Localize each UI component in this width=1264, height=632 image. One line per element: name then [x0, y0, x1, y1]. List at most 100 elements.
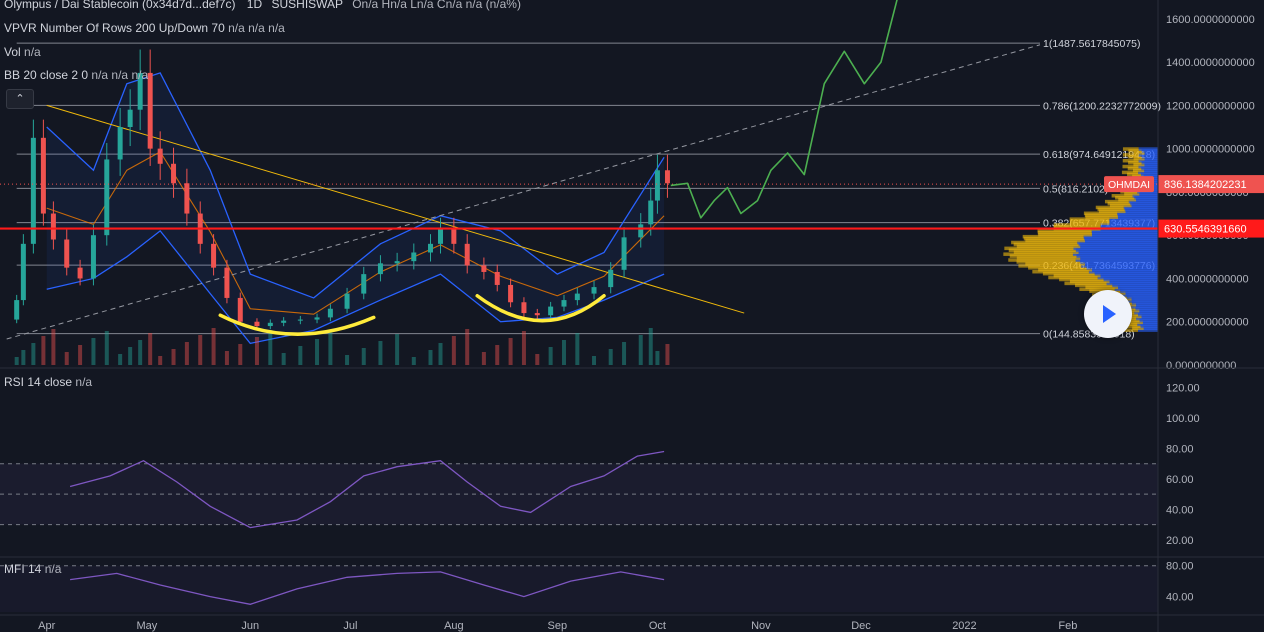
volume-bar	[561, 340, 566, 365]
volume-profile-bar	[1100, 223, 1158, 227]
volume-profile-bar	[1130, 201, 1158, 206]
volume-bar	[508, 338, 513, 365]
mfi-legend[interactable]: MFI 14 n/a	[4, 562, 61, 576]
candle-body	[281, 320, 287, 323]
volume-profile-bar	[1042, 271, 1095, 276]
volume-profile-bar	[1139, 192, 1158, 196]
collapse-legend-button[interactable]: ⌃	[6, 89, 34, 109]
volume-bar	[31, 343, 36, 365]
candle-body	[654, 170, 660, 201]
volume-profile-bar	[1078, 242, 1158, 247]
candle-body	[77, 267, 83, 279]
volume-bar	[328, 332, 333, 365]
mfi-value: n/a	[44, 562, 62, 576]
ticker-tag-label: OHMDAI	[1108, 179, 1150, 191]
volume-profile-bar	[1083, 234, 1158, 239]
volume-profile-bar	[1140, 324, 1158, 328]
volume-profile-bar	[1100, 225, 1158, 229]
volume-profile-bar	[1123, 205, 1158, 210]
mfi-band-fill	[0, 565, 1158, 612]
chevron-up-icon: ⌃	[15, 93, 25, 105]
candle-body	[327, 308, 333, 318]
volume-profile-bar	[1140, 172, 1158, 177]
volume-profile-bar	[1141, 160, 1158, 165]
volume-profile-bar	[1075, 283, 1113, 288]
volume-bar	[495, 345, 500, 365]
volume-profile-bar	[1008, 248, 1076, 253]
volume-profile-bar	[1095, 205, 1124, 210]
candle-body	[494, 271, 500, 285]
candle-body	[171, 163, 177, 184]
volume-profile-bar	[1138, 328, 1158, 332]
volume-profile-bar	[1134, 195, 1158, 200]
candle-body	[508, 284, 514, 303]
volume-profile-bar	[1088, 269, 1158, 274]
volume-profile-bar	[1106, 281, 1158, 286]
volume-profile-bar	[1139, 308, 1158, 313]
volume-profile-bar	[1048, 275, 1098, 280]
candle-body	[451, 228, 457, 244]
volume-profile-bar	[1078, 250, 1158, 254]
volume-profile-bar	[1009, 254, 1077, 258]
volume-profile-bar	[1111, 194, 1133, 198]
candle-body	[237, 297, 243, 322]
volume-profile-bar	[1122, 147, 1139, 151]
volume-profile-bar	[1136, 316, 1158, 321]
volume-bar	[521, 331, 526, 365]
time-axis-label: Apr	[38, 620, 55, 632]
vol-value: n/a	[24, 45, 41, 59]
volume-profile-bar	[1126, 324, 1141, 328]
rsi-axis-tick-label: 120.00	[1166, 383, 1200, 395]
volume-profile-bar	[1008, 258, 1076, 262]
candle-body	[648, 200, 654, 225]
volume-profile-bar	[1107, 201, 1131, 206]
volume-profile-bar	[1136, 303, 1158, 307]
volume-profile-bar	[1053, 223, 1101, 227]
current-price-badge	[1158, 175, 1264, 194]
volume-profile-bar	[1016, 244, 1081, 249]
volume-bar	[648, 328, 653, 365]
volume-bar	[211, 328, 216, 365]
volume-profile-bar	[1028, 266, 1087, 270]
volume-bar	[51, 329, 56, 365]
price-axis-tick-label: 1400.0000000000	[1166, 57, 1255, 69]
volume-profile-bar	[1032, 269, 1089, 274]
volume-bar	[481, 352, 486, 365]
volume-profile-bar	[1025, 238, 1086, 243]
time-axis-label: Aug	[444, 620, 464, 632]
volume-profile-bar	[1097, 275, 1158, 280]
price-axis-tick-label: 400.0000000000	[1166, 273, 1249, 285]
rsi-legend[interactable]: RSI 14 close n/a	[4, 375, 92, 389]
replay-play-button[interactable]	[1084, 290, 1132, 338]
volume-bar	[378, 341, 383, 365]
volume-profile-bar	[1013, 250, 1079, 254]
volume-bar	[535, 354, 540, 365]
volume-bar	[622, 342, 627, 365]
bb-legend[interactable]: BB 20 close 2 0 n/a n/a n/a	[4, 68, 148, 82]
volume-profile-bar	[1133, 157, 1145, 161]
volume-bar	[361, 348, 366, 365]
price-pane: 1(1487.5617845075) 0.786(1200.2232772009)…	[0, 0, 1161, 365]
candle-body	[521, 302, 527, 314]
volume-profile-bar	[1134, 310, 1158, 315]
volume-profile-bar	[1011, 240, 1078, 245]
rsi-axis-tick-label: 60.00	[1166, 474, 1194, 486]
price-axis-tick-label: 1200.0000000000	[1166, 100, 1255, 112]
volume-bar	[315, 339, 320, 365]
candle-body	[117, 127, 123, 160]
volume-profile-bar	[1143, 326, 1158, 330]
volume-profile-bar	[1133, 162, 1145, 167]
vpvr-legend[interactable]: VPVR Number Of Rows 200 Up/Down 70 n/a n…	[4, 21, 285, 35]
volume-profile-bar	[1122, 158, 1139, 163]
volume-profile-bar	[1141, 155, 1158, 159]
vol-legend[interactable]: Vol n/a	[4, 45, 41, 59]
volume-profile-bar	[1128, 314, 1142, 319]
bb-values: n/a n/a n/a	[91, 68, 149, 82]
candle-body	[314, 317, 320, 320]
volume-bar	[198, 335, 203, 365]
bollinger-lower-band	[46, 229, 665, 345]
rsi-pane	[0, 450, 1158, 529]
volume-profile-bar	[1092, 232, 1158, 237]
